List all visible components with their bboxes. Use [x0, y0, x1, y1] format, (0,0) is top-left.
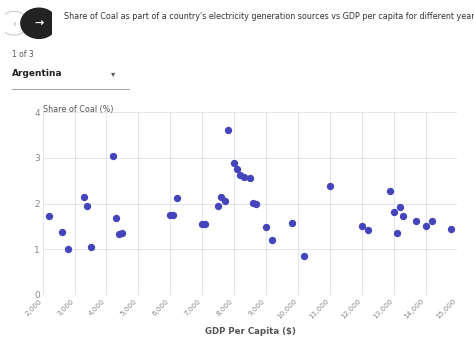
Point	[112, 215, 120, 221]
Point	[45, 213, 53, 219]
Point	[118, 230, 126, 236]
Point	[80, 194, 88, 199]
Point	[428, 218, 436, 224]
Point	[253, 201, 260, 206]
Point	[396, 205, 404, 210]
Point	[240, 174, 247, 180]
Circle shape	[21, 8, 57, 38]
Point	[262, 225, 270, 230]
Point	[269, 237, 276, 243]
Point	[288, 220, 295, 226]
Point	[246, 176, 254, 181]
Point	[224, 128, 231, 133]
Point	[365, 227, 372, 233]
Point	[230, 160, 238, 166]
Text: Share of Coal as part of a country's electricity generation sources vs GDP per c: Share of Coal as part of a country's ele…	[64, 12, 474, 21]
Point	[387, 188, 394, 194]
Point	[234, 167, 241, 172]
Point	[87, 244, 94, 250]
Point	[214, 203, 222, 209]
Text: Share of Coal (%): Share of Coal (%)	[43, 105, 113, 114]
Point	[201, 221, 209, 227]
Text: →: →	[34, 18, 44, 28]
Point	[358, 224, 365, 229]
X-axis label: GDP Per Capita ($): GDP Per Capita ($)	[205, 327, 295, 336]
Point	[116, 231, 123, 237]
Point	[166, 212, 174, 218]
Point	[447, 226, 455, 231]
Point	[301, 253, 308, 259]
Text: 1 of 3: 1 of 3	[12, 50, 34, 59]
Point	[173, 195, 181, 201]
Text: ‹: ‹	[12, 18, 16, 28]
Point	[170, 212, 177, 218]
Point	[221, 198, 228, 204]
Point	[326, 184, 334, 189]
Point	[83, 203, 91, 209]
Point	[249, 200, 257, 205]
Point	[199, 221, 206, 227]
Point	[412, 218, 420, 224]
Point	[237, 172, 244, 178]
Point	[400, 214, 407, 219]
Point	[58, 229, 65, 235]
Point	[390, 209, 397, 215]
Point	[109, 153, 117, 158]
Point	[422, 224, 429, 229]
Point	[64, 246, 72, 252]
Point	[218, 194, 225, 199]
Text: Argentina: Argentina	[12, 69, 63, 78]
Text: ▾: ▾	[111, 69, 116, 78]
Point	[393, 230, 401, 236]
